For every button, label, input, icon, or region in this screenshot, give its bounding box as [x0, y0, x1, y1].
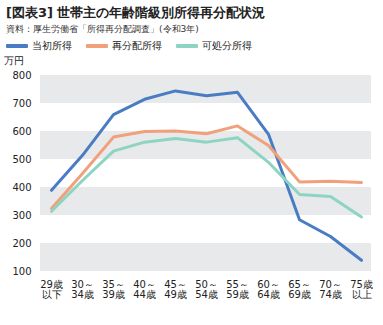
- svg-text:600: 600: [12, 126, 31, 137]
- svg-text:75歳以上: 75歳以上: [350, 279, 373, 300]
- svg-text:29歳以下: 29歳以下: [40, 279, 63, 300]
- svg-text:60～64歳: 60～64歳: [257, 279, 280, 300]
- svg-text:700: 700: [12, 98, 31, 109]
- html-text:再分配所得: 再分配所得: [112, 40, 162, 51]
- html-text:[図表3] 世帯主の年齢階級別所得再分配状況: [図表3] 世帯主の年齢階級別所得再分配状況: [6, 5, 266, 20]
- svg-text:70～74歳: 70～74歳: [319, 279, 342, 300]
- svg-text:45～49歳: 45～49歳: [164, 279, 187, 300]
- html-text:資料：厚生労働省「所得再分配調査」(令和3年): 資料：厚生労働省「所得再分配調査」(令和3年): [6, 24, 199, 34]
- svg-text:300: 300: [12, 210, 31, 221]
- svg-text:800: 800: [12, 70, 31, 81]
- svg-text:65～69歳: 65～69歳: [288, 279, 311, 300]
- svg-text:30～34歳: 30～34歳: [71, 279, 94, 300]
- svg-text:400: 400: [12, 182, 31, 193]
- html-text:可処分所得: 可処分所得: [202, 40, 252, 51]
- svg-text:55～59歳: 55～59歳: [226, 279, 249, 300]
- svg-text:40～44歳: 40～44歳: [133, 279, 156, 300]
- html-text:当初所得: 当初所得: [32, 40, 72, 51]
- svg-text:35～39歳: 35～39歳: [102, 279, 125, 300]
- svg-text:50～54歳: 50～54歳: [195, 279, 218, 300]
- svg-text:万円: 万円: [4, 55, 24, 66]
- svg-text:500: 500: [12, 154, 31, 165]
- svg-text:200: 200: [12, 238, 31, 249]
- svg-text:100: 100: [12, 266, 31, 277]
